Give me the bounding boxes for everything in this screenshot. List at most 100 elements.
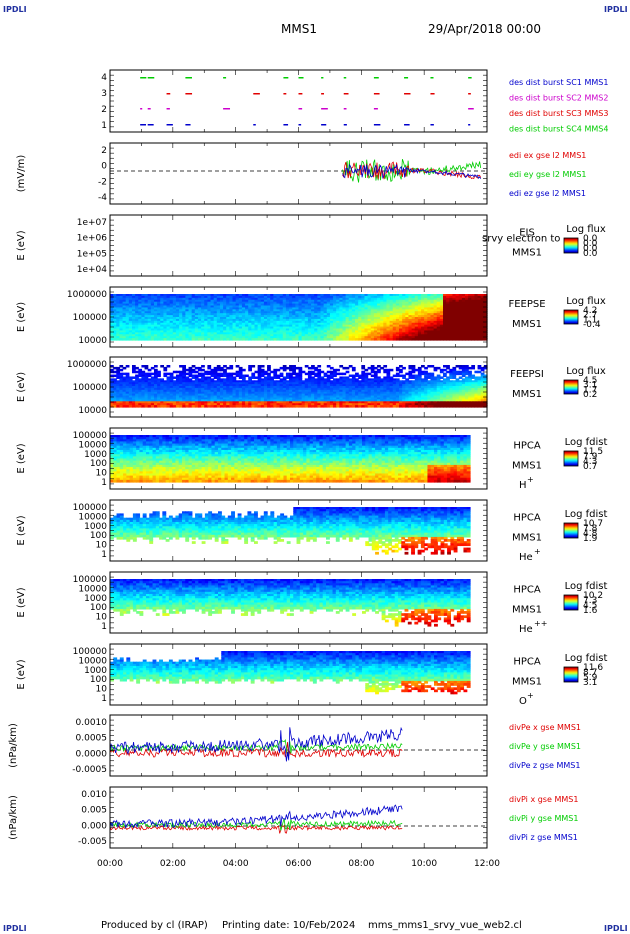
ytick-label: 100 <box>90 531 107 541</box>
colorbar <box>563 237 579 254</box>
legend-entry: divPi x gse MMS1 <box>509 795 578 804</box>
ytick-label: 0.005 <box>81 806 107 816</box>
colorbar <box>563 450 579 467</box>
colorbar-tick-label: 0.0 <box>583 244 598 254</box>
ytick-label: 10 <box>96 541 108 551</box>
y-axis-label: E (eV) <box>16 659 27 689</box>
legend-entry: des dist burst SC4 MMS4 <box>509 125 608 134</box>
sat-label: MMS1 <box>512 461 542 472</box>
colorbar <box>563 522 579 539</box>
ytick-label: 1000 <box>84 450 107 460</box>
colorbar <box>563 666 579 683</box>
ytick-label: 1000 <box>84 594 107 604</box>
panel-efield <box>109 142 488 205</box>
colorbar-tick-label: 11.6 <box>583 663 603 673</box>
ytick-label: 0.010 <box>81 790 107 800</box>
colorbar-tick-label: 4.5 <box>583 376 597 386</box>
ytick-label: -0.0005 <box>72 765 107 775</box>
ytick-label: 4 <box>101 73 107 83</box>
y-axis-label: E (eV) <box>16 302 27 332</box>
y-axis-label: (nPa/km) <box>8 723 19 768</box>
sat-label: MMS1 <box>512 319 542 330</box>
instrument-label: FEEPSE <box>508 299 545 310</box>
panel-hpca_o <box>109 643 579 706</box>
species-label: He <box>519 552 533 563</box>
sat-label: MMS1 <box>512 677 542 688</box>
ytick-label: 10000 <box>78 584 107 594</box>
xtick-label: 08:00 <box>348 859 374 869</box>
ytick-label: 100000 <box>73 313 108 323</box>
footer-file: mms_mms1_srvy_vue_web2.cl <box>368 920 522 931</box>
y-axis-label: (nPa/km) <box>8 795 19 840</box>
ytick-label: 100000 <box>73 647 108 657</box>
legend-entry: edi ey gse l2 MMS1 <box>509 170 587 179</box>
ytick-label: 100000 <box>73 431 108 441</box>
ytick-label: 10000 <box>78 336 107 346</box>
ytick-label: 0.0005 <box>76 734 108 744</box>
ytick-label: 10 <box>96 685 108 695</box>
ytick-label: 100 <box>90 459 107 469</box>
panel-hpca_he2 <box>109 571 579 634</box>
colorbar-title: Log flux <box>566 224 606 235</box>
colorbar-tick-label: 11.5 <box>583 447 603 457</box>
ytick-label: 1000 <box>84 666 107 676</box>
instrument-label: EIS <box>519 228 535 239</box>
ytick-label: 100000 <box>73 383 108 393</box>
colorbar-tick-label: 4.8 <box>583 529 598 539</box>
ytick-label: 10000 <box>78 440 107 450</box>
charge-label: ++ <box>534 619 547 628</box>
ytick-label: 1 <box>101 478 107 488</box>
instrument-label: HPCA <box>513 441 541 452</box>
panel-divpe <box>109 714 488 777</box>
colorbar-tick-label: 4.3 <box>583 457 597 467</box>
panel-divpi <box>109 786 488 849</box>
colorbar-tick-label: 5.9 <box>583 673 598 683</box>
ytick-label: -0.005 <box>78 837 107 847</box>
legend-entry: des dist burst SC1 MMS1 <box>509 78 608 87</box>
ytick-label: 1 <box>101 694 107 704</box>
colorbar-tick-label: 3.1 <box>583 678 597 688</box>
panel-burst <box>109 69 488 133</box>
ytick-label: 0.0010 <box>76 718 108 728</box>
panel-feeps_e <box>109 286 579 348</box>
date-title: 29/Apr/2018 00:00 <box>428 22 542 36</box>
y-axis-label: (mV/m) <box>16 155 27 193</box>
colorbar-title: Log flux <box>566 296 606 307</box>
sat-label: MMS1 <box>512 248 542 259</box>
ytick-label: 1000000 <box>67 290 107 300</box>
legend-entry: edi ex gse l2 MMS1 <box>509 151 586 160</box>
sat-label: MMS1 <box>512 605 542 616</box>
colorbar-tick-label: 1.1 <box>583 315 597 325</box>
ytick-label: 2 <box>101 146 107 156</box>
y-axis-label: E (eV) <box>16 515 27 545</box>
sat-label: MMS1 <box>512 389 542 400</box>
legend-entry: edi ez gse l2 MMS1 <box>509 189 586 198</box>
footer-produced-by: Produced by cl (IRAP) <box>101 920 208 931</box>
ytick-label: 100000 <box>73 575 108 585</box>
colorbar-tick-label: 7.9 <box>583 452 598 462</box>
ytick-label: 1e+05 <box>77 249 107 259</box>
ytick-label: 1e+07 <box>77 218 107 228</box>
colorbar-tick-label: 1.6 <box>583 606 598 616</box>
panel-feeps_i <box>109 356 579 418</box>
ytick-label: 1000000 <box>67 360 107 370</box>
colorbar-tick-label: 10.7 <box>583 519 603 529</box>
xtick-label: 04:00 <box>223 859 249 869</box>
ytick-label: 10000 <box>78 656 107 666</box>
ytick-label: 1e+04 <box>77 265 108 275</box>
colorbar-title: Log flux <box>566 366 606 377</box>
colorbar-tick-label: 2.7 <box>583 311 597 321</box>
ytick-label: 100000 <box>73 503 108 513</box>
ytick-label: 10000 <box>78 406 107 416</box>
ytick-label: 100 <box>90 603 107 613</box>
xtick-label: 00:00 <box>97 859 123 869</box>
colorbar-tick-label: 0.0 <box>583 234 598 244</box>
panel-hpca_h <box>109 427 579 490</box>
ytick-label: 1e+06 <box>77 234 108 244</box>
ytick-label: 100 <box>90 675 107 685</box>
colorbar <box>563 309 579 325</box>
ytick-label: 10000 <box>78 512 107 522</box>
ytick-label: 3 <box>101 89 107 99</box>
instrument-label: FEEPSI <box>510 369 544 380</box>
instrument-label: HPCA <box>513 513 541 524</box>
